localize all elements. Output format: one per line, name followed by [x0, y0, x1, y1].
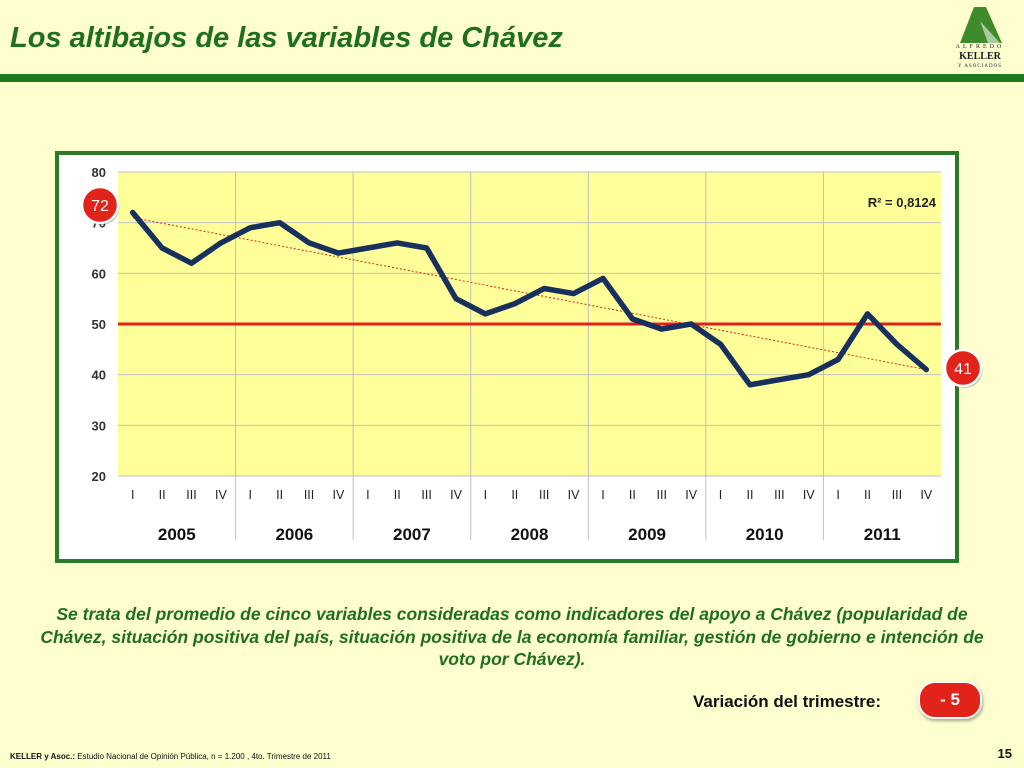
data-point: [130, 210, 136, 216]
company-logo: ALFREDO KELLER Y ASOCIADOS: [944, 3, 1016, 73]
x-tick-label: III: [892, 488, 902, 502]
footer-source: KELLER y Asoc.: Estudio Nacional de Opin…: [10, 752, 331, 761]
data-point: [453, 296, 459, 302]
x-tick-label: III: [421, 488, 431, 502]
y-tick-label: 40: [92, 368, 106, 383]
page-number: 15: [997, 746, 1012, 761]
data-point: [541, 286, 547, 292]
data-point: [218, 240, 224, 246]
x-tick-label: III: [657, 488, 667, 502]
x-tick-label: II: [159, 488, 166, 502]
data-point: [306, 240, 312, 246]
data-point: [629, 316, 635, 322]
year-label: 2008: [511, 525, 549, 544]
data-point: [923, 367, 929, 373]
x-tick-label: III: [539, 488, 549, 502]
data-point: [600, 275, 606, 281]
x-tick-label: I: [131, 488, 134, 502]
x-tick-label: IV: [333, 488, 345, 502]
x-tick-label: III: [186, 488, 196, 502]
x-tick-label: I: [484, 488, 487, 502]
y-tick-label: 50: [92, 317, 106, 332]
data-point: [365, 245, 371, 251]
x-tick-label: IV: [568, 488, 580, 502]
callout-end-label: 41: [954, 361, 972, 378]
x-tick-label: I: [719, 488, 722, 502]
line-chart: 20304050607080IIIIIIIVIIIIIIIVIIIIIIIVII…: [80, 165, 983, 544]
year-label: 2007: [393, 525, 431, 544]
data-point: [482, 311, 488, 317]
x-tick-label: IV: [803, 488, 815, 502]
data-point: [247, 225, 253, 231]
x-tick-label: II: [394, 488, 401, 502]
series-line: [129, 209, 930, 388]
logo-text-main: KELLER: [959, 51, 1001, 62]
year-label: 2006: [275, 525, 313, 544]
year-label: 2005: [158, 525, 196, 544]
data-point: [277, 220, 283, 226]
x-tick-label: IV: [450, 488, 462, 502]
x-tick-label: I: [601, 488, 604, 502]
y-tick-label: 80: [92, 165, 106, 180]
x-tick-label: IV: [685, 488, 697, 502]
year-label: 2011: [864, 525, 901, 544]
x-tick-label: IV: [920, 488, 932, 502]
footer-source-author: KELLER y Asoc.:: [10, 752, 76, 761]
title-divider: [0, 74, 1024, 82]
x-tick-label: I: [366, 488, 369, 502]
x-tick-label: II: [276, 488, 283, 502]
data-point: [512, 301, 518, 307]
chart-description: Se trata del promedio de cinco variables…: [40, 604, 984, 669]
data-point: [688, 321, 694, 327]
data-point: [806, 372, 812, 378]
callout-end: [943, 348, 983, 388]
data-point: [335, 250, 341, 256]
year-label: 2009: [628, 525, 666, 544]
data-point: [776, 377, 782, 383]
callout-start: [80, 185, 120, 225]
x-tick-label: II: [864, 488, 871, 502]
data-point: [571, 291, 577, 297]
y-tick-label: 60: [92, 266, 106, 281]
x-tick-label: II: [511, 488, 518, 502]
callout-start-label: 72: [91, 198, 109, 215]
data-point: [188, 260, 194, 266]
x-tick-label: IV: [215, 488, 227, 502]
logo-text-bottom: Y ASOCIADOS: [957, 64, 1002, 69]
x-tick-label: III: [304, 488, 314, 502]
x-tick-label: I: [836, 488, 839, 502]
data-point: [865, 311, 871, 317]
logo-mark-icon: [960, 7, 1002, 43]
data-point: [835, 356, 841, 362]
x-tick-label: III: [774, 488, 784, 502]
data-point: [894, 341, 900, 347]
data-point: [159, 245, 165, 251]
data-point: [718, 341, 724, 347]
x-tick-label: I: [249, 488, 252, 502]
data-point: [747, 382, 753, 388]
data-point: [394, 240, 400, 246]
y-tick-label: 20: [92, 469, 106, 484]
r-squared-label: R² = 0,8124: [868, 195, 937, 210]
data-point: [659, 326, 665, 332]
footer-source-text: Estudio Nacional de Opinión Pública, n =…: [75, 752, 331, 761]
y-tick-label: 30: [92, 418, 106, 433]
logo-text-top: ALFREDO: [955, 44, 1005, 50]
year-label: 2010: [746, 525, 784, 544]
variation-badge: - 5: [918, 681, 982, 719]
variation-label: Variación del trimestre:: [693, 692, 882, 711]
page-title: Los altibajos de las variables de Chávez: [10, 22, 563, 54]
data-point: [424, 245, 430, 251]
x-tick-label: II: [746, 488, 753, 502]
x-tick-label: II: [629, 488, 636, 502]
